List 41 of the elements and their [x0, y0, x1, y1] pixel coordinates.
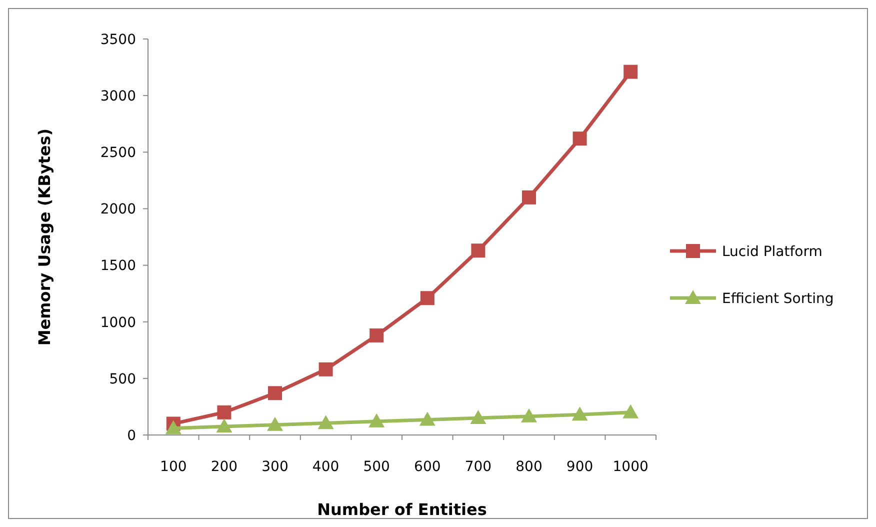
x-tick-label: 400 [312, 459, 340, 475]
point [370, 328, 384, 342]
legend-label: Efficient Sorting [722, 290, 834, 307]
point [268, 386, 282, 400]
point [471, 244, 486, 258]
x-tick-label: 500 [363, 459, 390, 475]
point [318, 415, 334, 430]
y-tick-label: 500 [109, 371, 136, 388]
point [165, 420, 182, 434]
x-tick-label: 200 [210, 459, 238, 475]
y-tick-label: 2000 [100, 202, 136, 218]
y-axis-title: Memory Usage (KBytes) [35, 128, 54, 346]
point [368, 413, 385, 428]
x-tick-label: 700 [464, 459, 492, 475]
y-tick-label: 3000 [100, 88, 136, 104]
x-tick-label: 900 [566, 459, 594, 475]
legend-label: Lucid Platform [722, 244, 822, 260]
x-tick-label: 800 [516, 459, 542, 475]
x-tick-label: 1000 [612, 459, 648, 475]
point [216, 418, 232, 433]
y-tick-label: 1500 [100, 258, 136, 274]
y-tick-label: 0 [127, 428, 136, 444]
y-tick-label: 1000 [100, 314, 136, 331]
point [572, 406, 588, 421]
point [217, 405, 232, 420]
x-axis-title: Number of Entities [317, 500, 487, 519]
point [522, 190, 536, 204]
y-tick-label: 3500 [100, 32, 136, 48]
point [622, 404, 639, 418]
x-tick-label: 100 [160, 459, 187, 475]
point [419, 412, 436, 426]
point [267, 416, 283, 431]
point [624, 64, 638, 79]
point [420, 291, 434, 306]
point [521, 408, 537, 422]
point [470, 410, 486, 424]
point [572, 132, 587, 146]
x-tick-label: 600 [414, 459, 441, 475]
x-tick-label: 300 [262, 459, 288, 475]
y-tick-label: 2500 [100, 145, 136, 162]
point [318, 362, 333, 376]
